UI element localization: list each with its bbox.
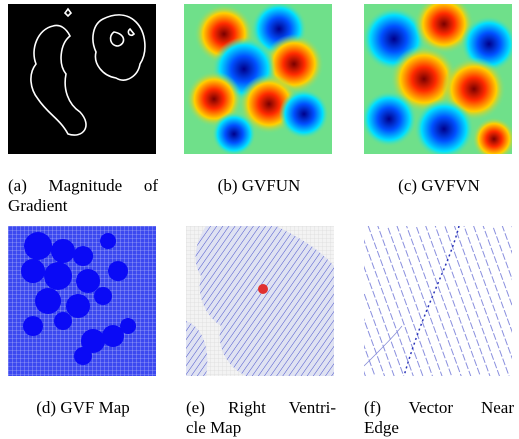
gradient-image [8,4,156,154]
caption: (a) Magnitude of Gradient [8,176,158,216]
caption-line: (c) GVFVN [364,176,514,196]
caption-line: Edge [364,418,514,438]
panel-b: (b) GVFUN [184,4,334,196]
gvfvn-image [364,4,512,154]
panel-d: (d) GVF Map [8,226,158,418]
caption-line: (a) Magnitude of [8,176,158,196]
caption-line: cle Map [186,418,336,438]
caption: (c) GVFVN [364,176,514,196]
gvf-map-image [8,226,156,376]
panel-f: (f) Vector Near Edge [364,226,514,438]
page: (a) Magnitude of Gradient (b) GVFUN (c) … [0,0,519,439]
panel-a: (a) Magnitude of Gradient [8,4,158,216]
caption: (d) GVF Map [8,398,158,418]
caption-line: (d) GVF Map [8,398,158,418]
caption-line: (b) GVFUN [184,176,334,196]
caption: (e) Right Ventri- cle Map [186,398,336,438]
ventricle-map-image [186,226,334,376]
gvfun-image [184,4,332,154]
caption-line: (f) Vector Near [364,398,514,418]
caption-line: (e) Right Ventri- [186,398,336,418]
caption: (b) GVFUN [184,176,334,196]
panel-e: (e) Right Ventri- cle Map [186,226,336,438]
caption: (f) Vector Near Edge [364,398,514,438]
panel-c: (c) GVFVN [364,4,514,196]
vector-edge-image [364,226,512,376]
caption-line: Gradient [8,196,158,216]
